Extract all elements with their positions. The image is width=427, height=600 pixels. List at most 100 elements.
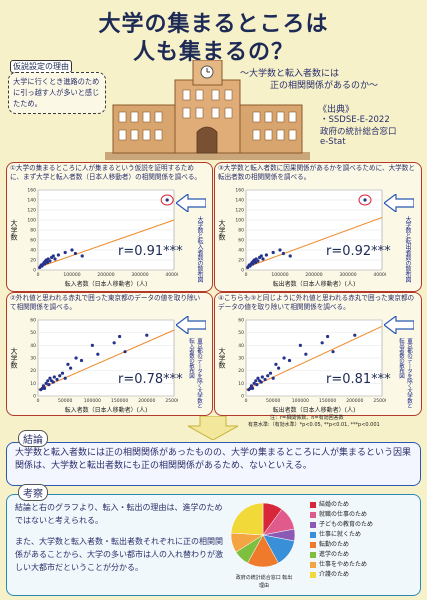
- data-point: [261, 257, 265, 261]
- source-line-2: 政府の統計総合窓口: [320, 127, 397, 137]
- data-point: [282, 356, 286, 360]
- conclusion-label: 結論: [18, 430, 48, 447]
- data-point: [263, 377, 267, 382]
- legend-label: 進学のため: [319, 551, 350, 558]
- panel-2-text: ②外れ値と思われる赤丸で囲った東京都のデータの値を取り除いて相関関係を調べる。: [10, 294, 206, 312]
- x-tick-label: 200000: [346, 398, 363, 404]
- x-axis-label: 転入者数（日本人移動者）(人): [65, 406, 148, 414]
- panel-2-side-label: 東京都のデータを除く大学数と転入者数の散布図: [188, 338, 202, 408]
- x-tick-label: 50000: [58, 398, 72, 404]
- data-point: [51, 380, 55, 384]
- y-axis-label: 大学数: [218, 347, 226, 370]
- data-point: [259, 254, 263, 258]
- data-point: [47, 383, 51, 387]
- data-point: [288, 254, 292, 258]
- legend-swatch: [310, 542, 316, 548]
- panel-1-num: ①: [10, 164, 16, 172]
- data-point: [53, 257, 57, 261]
- note-line-2: 有意水準:（有効水準）*p<0.05, **p<0.01, ***p<0.001: [248, 422, 380, 428]
- discussion-p1: 結論と右のグラフより、転入・転出の理由は、進学のためではないと考えられる。: [15, 503, 223, 525]
- data-point: [256, 259, 260, 263]
- data-point: [44, 381, 48, 385]
- subtitle-line-1: 〜大学数と転入者数には: [240, 69, 340, 79]
- x-axis-label: 転出者数（日本人移動者）(人): [273, 280, 356, 288]
- data-point: [254, 379, 258, 383]
- discussion-p2: また、大学数と転入者数・転出者数それぞれに正の相関関係があることから、大学の多い…: [15, 537, 223, 572]
- panel-3-side-label: 大学数と転出者数の散布図: [404, 216, 411, 282]
- source-line-3: e-Stat: [320, 137, 346, 147]
- data-point: [281, 251, 285, 256]
- trend-line: [37, 329, 175, 391]
- y-axis-label: 大学数: [218, 219, 226, 242]
- panel-1-r-value: r=0.91***: [118, 244, 183, 259]
- x-tick-label: 100000: [271, 272, 288, 278]
- data-point: [41, 384, 46, 388]
- y-tick-label: 60: [30, 238, 36, 244]
- legend-swatch: [310, 562, 316, 568]
- data-point: [58, 374, 62, 378]
- y-tick-label: 30: [238, 356, 244, 362]
- panel-4-r-value: r=0.81***: [326, 372, 391, 387]
- data-point: [123, 350, 127, 354]
- legend-label: 仕事をやめたため: [319, 561, 368, 568]
- discussion-label: 考察: [18, 484, 48, 501]
- y-tick-label: 20: [30, 258, 36, 264]
- data-point: [90, 343, 94, 347]
- legend-label: 結婚のため: [319, 501, 350, 508]
- outlier-circle: [160, 194, 174, 206]
- data-point: [73, 251, 77, 256]
- data-point: [304, 352, 308, 356]
- x-tick-label: 200000: [97, 272, 114, 278]
- y-tick-label: 100: [235, 218, 244, 224]
- y-axis-label: 大学数: [10, 347, 18, 370]
- data-point: [66, 362, 70, 366]
- data-point: [63, 250, 67, 255]
- data-point: [96, 352, 100, 356]
- x-tick-label: 100000: [63, 272, 80, 278]
- legend-item: 子どもの教育のため: [310, 520, 414, 530]
- legend-label: 子どもの教育のため: [319, 521, 374, 528]
- data-point: [56, 253, 61, 257]
- panel-3-num: ③: [218, 164, 224, 172]
- x-tick-label: 200000: [138, 398, 155, 404]
- data-point: [278, 248, 282, 252]
- data-point: [51, 254, 55, 258]
- y-tick-label: 40: [238, 343, 244, 349]
- y-tick-label: 40: [30, 343, 36, 349]
- legend-swatch: [310, 532, 316, 538]
- legend-swatch: [310, 522, 316, 528]
- legend-swatch: [310, 552, 316, 558]
- source-line-1: ・SSDSE-E-2022: [320, 115, 390, 125]
- data-point: [45, 260, 50, 265]
- y-tick-label: 160: [27, 188, 36, 194]
- data-point: [118, 334, 122, 339]
- data-point: [48, 259, 52, 263]
- y-tick-label: 0: [33, 394, 36, 400]
- legend-item: 仕事をやめたため: [310, 560, 414, 570]
- legend-item: 仕事に就くため: [310, 530, 414, 540]
- y-tick-label: 60: [238, 318, 244, 324]
- y-tick-label: 120: [235, 208, 244, 214]
- panel-3-text: ③大学数と転入者数に因果関係があるかを調べるために、大学数と転出者数の相関関係を…: [218, 164, 416, 182]
- data-point: [320, 341, 324, 345]
- x-axis-label: 転出者数（日本人移動者）(人): [273, 406, 356, 414]
- data-point: [271, 250, 275, 255]
- data-point: [80, 254, 84, 258]
- panel-3-arrow: [384, 194, 414, 212]
- data-point: [60, 371, 65, 375]
- hypothesis-text: 大学に行くとき進路のために引っ越す人が多いと感じたため。: [13, 77, 100, 108]
- data-point: [253, 260, 258, 265]
- data-point: [48, 376, 52, 380]
- y-tick-label: 20: [30, 368, 36, 374]
- panel-2-arrow: [176, 316, 206, 334]
- panel-1-arrow: [176, 194, 206, 212]
- data-point: [43, 262, 47, 266]
- panel-1-side-label: 大学数と転入者数の散布図: [196, 216, 203, 282]
- pie-caption: 政府の統計総合窓口 転出理由: [235, 575, 293, 589]
- data-point: [69, 366, 73, 370]
- panel-2-num: ②: [10, 294, 16, 302]
- data-point: [255, 383, 259, 387]
- x-tick-label: 300000: [131, 272, 148, 278]
- panel-4-desc: こちらも③と同じように外れ値と思われる赤丸で囲った東京都のデータの値を取り除いて…: [218, 294, 415, 311]
- x-tick-label: 400000: [165, 272, 178, 278]
